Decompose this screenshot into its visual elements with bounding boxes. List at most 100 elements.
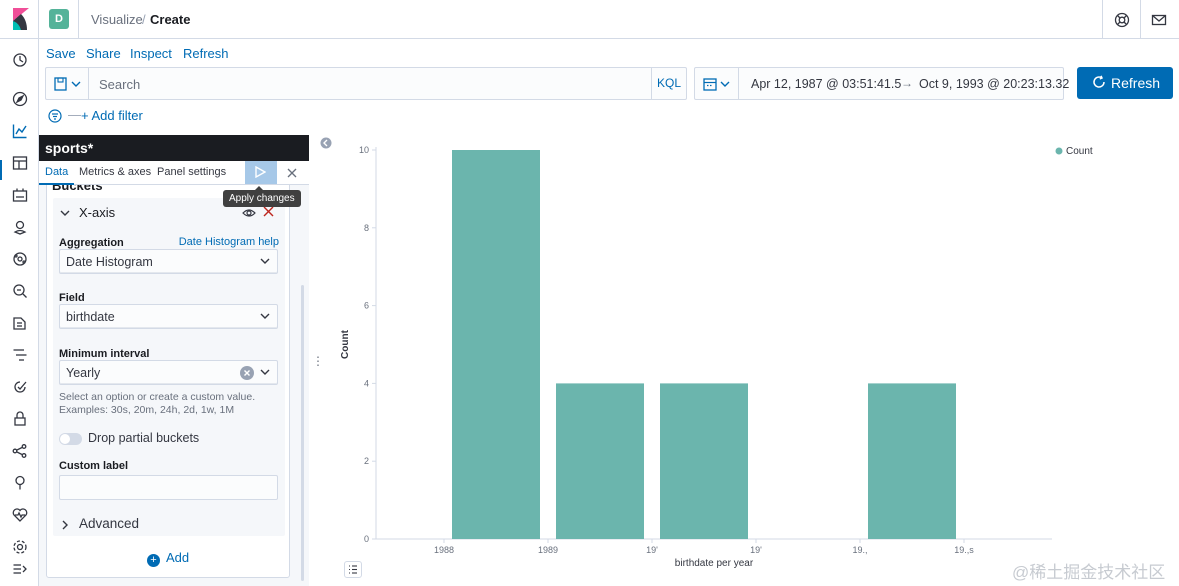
resize-handle[interactable]: ⋮	[312, 354, 324, 368]
bucket-title[interactable]: X-axis	[79, 205, 116, 220]
editor-header: sports*	[39, 135, 309, 161]
bar-chart: 0 2 4 6 8 10 1988 1989 19' 19' 19., 19.,s Count birth…	[340, 145, 1093, 569]
chevron-right-icon[interactable]	[60, 520, 70, 530]
interval-label: Minimum interval	[59, 348, 150, 360]
x-tick-label: 1989	[538, 545, 558, 555]
side-navigation	[0, 39, 39, 586]
bar-1989	[556, 383, 644, 539]
y-tick-label: 4	[364, 378, 369, 388]
legend-label: Count	[1066, 146, 1093, 157]
chevron-down-icon[interactable]	[260, 369, 270, 376]
eye-icon[interactable]	[242, 206, 256, 220]
ml-icon[interactable]	[12, 251, 28, 267]
y-tick-label: 8	[364, 223, 369, 233]
kibana-logo-icon[interactable]	[10, 8, 32, 30]
remove-bucket-icon[interactable]	[263, 206, 274, 217]
aggregation-label: Aggregation	[59, 237, 124, 249]
custom-label-label: Custom label	[59, 460, 129, 472]
x-tick-label: 19.,	[852, 545, 867, 555]
refresh-button[interactable]: Refresh	[1077, 67, 1173, 99]
visualize-icon[interactable]	[12, 123, 28, 139]
quick-date-menu-button[interactable]	[695, 68, 739, 99]
add-bucket-button[interactable]: + Add	[147, 550, 189, 567]
heartbeat-icon[interactable]	[12, 507, 28, 523]
canvas-icon[interactable]	[12, 187, 28, 203]
end-date[interactable]: Oct 9, 1993 @ 20:23:13.32	[919, 77, 1070, 91]
breadcrumb-separator: /	[142, 12, 146, 27]
x-axis-title: birthdate per year	[675, 558, 754, 569]
dock-navigation-icon[interactable]	[12, 561, 28, 577]
discover-icon[interactable]	[12, 91, 28, 107]
custom-label-input[interactable]	[59, 475, 278, 500]
menu-save[interactable]: Save	[46, 46, 76, 61]
y-tick-label: 0	[364, 534, 369, 544]
y-tick-label: 6	[364, 301, 369, 311]
date-histogram-help-link[interactable]: Date Histogram help	[178, 236, 279, 248]
legend-toggle-button[interactable]	[344, 561, 362, 578]
newsfeed-icon[interactable]	[1151, 12, 1167, 28]
dev-tools-icon[interactable]	[12, 443, 28, 459]
aggregation-select[interactable]: Date Histogram	[59, 249, 278, 274]
refresh-label: Refresh	[1111, 75, 1161, 91]
query-bar: Search KQL	[45, 67, 687, 100]
field-select[interactable]: birthdate	[59, 304, 278, 329]
uptime-icon[interactable]	[12, 379, 28, 395]
add-filter-button[interactable]: + Add filter	[81, 108, 143, 123]
date-range-arrow-icon: →	[901, 76, 913, 90]
interval-combobox[interactable]: Yearly	[59, 360, 278, 385]
dashboard-icon[interactable]	[12, 155, 28, 171]
filter-separator: —	[68, 107, 81, 122]
x-axis-bucket: X-axis Aggregation Date Histogram help D…	[53, 198, 285, 536]
plus-icon: +	[147, 554, 160, 567]
help-icon[interactable]	[1114, 12, 1130, 28]
y-axis-title: Count	[340, 329, 351, 359]
drop-partial-buckets-switch[interactable]	[59, 433, 82, 445]
legend-dot	[1055, 147, 1063, 155]
discard-changes-icon[interactable]	[285, 166, 299, 180]
active-tab-indicator	[39, 183, 74, 185]
field-value: birthdate	[66, 310, 115, 324]
buckets-title: Buckets	[52, 185, 103, 193]
menu-refresh[interactable]: Refresh	[183, 46, 229, 61]
collapse-sidebar-icon[interactable]	[320, 137, 332, 149]
space-avatar[interactable]: D	[49, 9, 69, 29]
field-label: Field	[59, 292, 85, 304]
bar-1990	[660, 383, 748, 539]
filter-options-icon[interactable]	[48, 109, 62, 123]
editor-scrollbar[interactable]	[301, 285, 304, 581]
tab-data[interactable]: Data	[45, 166, 69, 178]
breadcrumb-visualize[interactable]: Visualize	[91, 12, 143, 27]
chevron-down-icon[interactable]	[60, 208, 70, 218]
tab-metrics-axes[interactable]: Metrics & axes	[79, 166, 152, 178]
search-input[interactable]: Search	[99, 77, 141, 92]
management-icon[interactable]	[12, 539, 28, 555]
start-date[interactable]: Apr 12, 1987 @ 03:51:41.5	[751, 77, 902, 91]
menu-share[interactable]: Share	[86, 46, 121, 61]
y-tick-label: 2	[364, 456, 369, 466]
tab-panel-settings[interactable]: Panel settings	[157, 166, 227, 178]
recent-icon[interactable]	[12, 52, 28, 68]
saved-query-button[interactable]	[46, 68, 89, 99]
apm-icon[interactable]	[12, 347, 28, 363]
logs-icon[interactable]	[12, 315, 28, 331]
bar-1988	[452, 150, 540, 539]
editor-body: Buckets X-axis Aggregation Date Histogra…	[39, 185, 309, 586]
header-divider	[1140, 0, 1141, 39]
apply-changes-button[interactable]	[245, 161, 277, 184]
play-icon	[255, 166, 266, 178]
maps-icon[interactable]	[12, 219, 28, 235]
watermark: @稀土掘金技术社区	[1012, 563, 1166, 582]
top-header: D Visualize / Create	[0, 0, 1179, 39]
advanced-toggle[interactable]: Advanced	[79, 516, 140, 531]
stack-monitoring-icon[interactable]	[12, 475, 28, 491]
list-icon	[349, 565, 357, 574]
siem-icon[interactable]	[12, 411, 28, 427]
chevron-down-icon	[260, 313, 270, 319]
infrastructure-icon[interactable]	[12, 283, 28, 299]
menu-inspect[interactable]: Inspect	[130, 46, 172, 61]
x-tick-label: 19'	[646, 545, 658, 555]
header-divider	[78, 0, 79, 39]
header-divider	[1102, 0, 1103, 39]
query-language-button[interactable]: KQL	[651, 68, 686, 99]
clear-icon[interactable]	[240, 366, 254, 380]
